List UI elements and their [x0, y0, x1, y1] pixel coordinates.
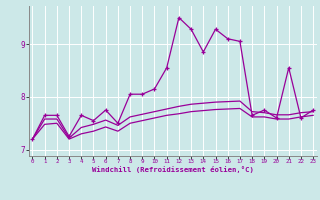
X-axis label: Windchill (Refroidissement éolien,°C): Windchill (Refroidissement éolien,°C)	[92, 166, 254, 173]
